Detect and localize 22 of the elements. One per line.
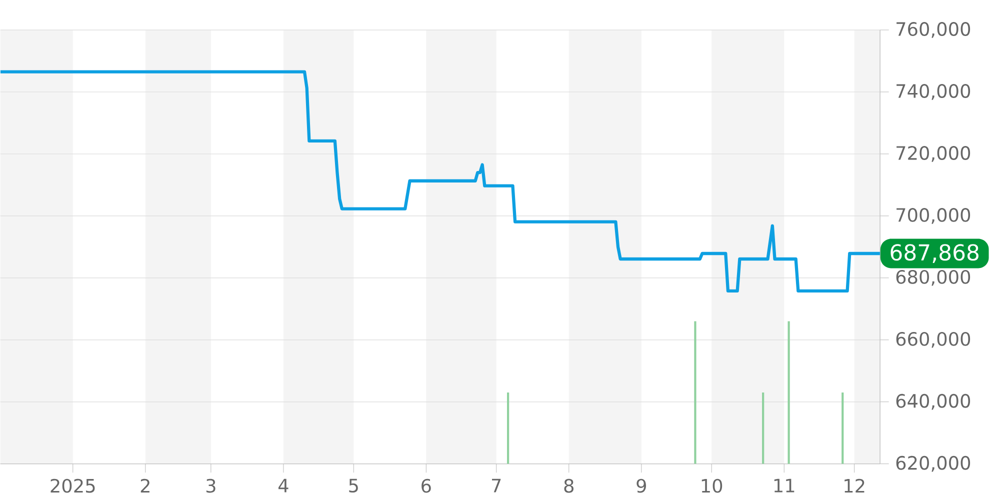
y-tick-label: 620,000 bbox=[896, 456, 970, 472]
x-tick-label: 2 bbox=[140, 478, 150, 493]
annotation: 687,868 bbox=[890, 244, 978, 264]
x-tick-label: 8 bbox=[564, 478, 574, 493]
x-tick-label: 4 bbox=[278, 478, 288, 492]
y-tick-label: 640,000 bbox=[896, 394, 970, 410]
x-tick-label: 3 bbox=[206, 478, 216, 493]
x-tick-label: 12 bbox=[844, 478, 864, 493]
x-tick-label: 11 bbox=[774, 478, 794, 492]
x-tick-label: 10 bbox=[702, 478, 722, 493]
y-tick-label: 740,000 bbox=[896, 84, 970, 100]
x-tick-label: 5 bbox=[349, 478, 358, 493]
x-tick-label: 7 bbox=[492, 478, 501, 492]
x-tick-label: 6 bbox=[422, 478, 431, 493]
y-tick-label: 760,000 bbox=[896, 22, 970, 38]
line-series bbox=[0, 70, 880, 293]
x-tick-label: 9 bbox=[636, 478, 646, 493]
y-tick-label: 680,000 bbox=[896, 270, 970, 286]
y-tick-label: 700,000 bbox=[896, 208, 970, 224]
y-tick-label: 720,000 bbox=[896, 146, 970, 162]
x-tick-label: 2025 bbox=[50, 478, 95, 493]
y-tick-label: 660,000 bbox=[896, 332, 970, 348]
